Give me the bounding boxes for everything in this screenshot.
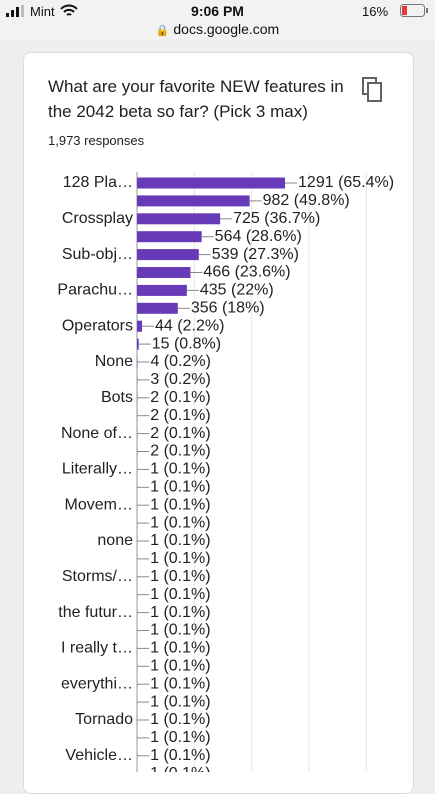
value-label: 356 (18%) [191, 300, 265, 317]
value-label: 3 (0.2%) [150, 371, 210, 388]
value-label: 1 (0.1%) [150, 568, 210, 585]
value-label: 1 (0.1%) [150, 496, 210, 513]
value-label: 15 (0.8%) [152, 335, 221, 352]
value-label: 1 (0.1%) [150, 711, 210, 728]
chart: 128 Pla… 1291 (65.4%)982 (49.8%) Crossplay… [0, 0, 435, 772]
value-label: 2 (0.1%) [150, 425, 210, 442]
y-tick-label: Operators [62, 317, 133, 334]
y-tick-label: Literally… [62, 461, 133, 478]
value-label: 1 (0.1%) [150, 461, 210, 478]
value-label: 2 (0.1%) [150, 389, 210, 406]
bar [137, 231, 202, 242]
bar [137, 285, 187, 296]
value-label: 2 (0.1%) [150, 407, 210, 424]
value-label: 466 (23.6%) [203, 264, 290, 281]
y-tick-label: 128 Pla… [63, 174, 133, 191]
value-label: 1291 (65.4%) [298, 174, 394, 191]
value-label: 1 (0.1%) [150, 550, 210, 567]
y-tick-label: the futur… [58, 604, 133, 621]
y-tick-label: everythi… [61, 675, 133, 692]
value-label: 1 (0.1%) [150, 514, 210, 531]
bar [137, 195, 250, 206]
value-label: 1 (0.1%) [150, 675, 210, 692]
bar [137, 249, 199, 260]
value-label: 1 (0.1%) [150, 693, 210, 710]
bar [137, 267, 190, 278]
bar [137, 321, 142, 332]
y-tick-label: Parachu… [57, 282, 133, 299]
bar [137, 213, 220, 224]
y-tick-label: None [95, 353, 133, 370]
bar [137, 339, 139, 350]
value-label: 1 (0.1%) [150, 532, 210, 549]
value-label: 539 (27.3%) [212, 246, 299, 263]
value-label: 1 (0.1%) [150, 765, 210, 772]
value-label: 1 (0.1%) [150, 747, 210, 764]
value-label: 1 (0.1%) [150, 640, 210, 657]
y-tick-label: I really t… [61, 640, 133, 657]
value-label: 1 (0.1%) [150, 622, 210, 639]
value-label: 435 (22%) [200, 282, 274, 299]
y-tick-label: Vehicle… [65, 747, 133, 764]
value-label: 564 (28.6%) [215, 228, 302, 245]
y-tick-label: none [97, 532, 133, 549]
value-label: 725 (36.7%) [233, 210, 320, 227]
value-label: 1 (0.1%) [150, 604, 210, 621]
value-label: 1 (0.1%) [150, 479, 210, 496]
value-label: 2 (0.1%) [150, 443, 210, 460]
bar [137, 178, 285, 189]
bar [137, 303, 178, 314]
value-label: 1 (0.1%) [150, 729, 210, 746]
y-tick-label: Bots [101, 389, 133, 406]
value-label: 4 (0.2%) [150, 353, 210, 370]
y-tick-label: Sub-obj… [62, 246, 133, 263]
value-label: 1 (0.1%) [150, 658, 210, 675]
y-tick-label: Storms/… [62, 568, 133, 585]
page: Mint 9:06 PM 🔒 docs.google.com 16% What … [0, 0, 435, 772]
value-label: 1 (0.1%) [150, 586, 210, 603]
y-tick-label: Tornado [75, 711, 133, 728]
y-tick-label: Movem… [65, 496, 133, 513]
y-tick-label: Crossplay [62, 210, 133, 227]
value-label: 44 (2.2%) [155, 317, 224, 334]
y-tick-label: None of… [61, 425, 133, 442]
value-label: 982 (49.8%) [263, 192, 350, 209]
